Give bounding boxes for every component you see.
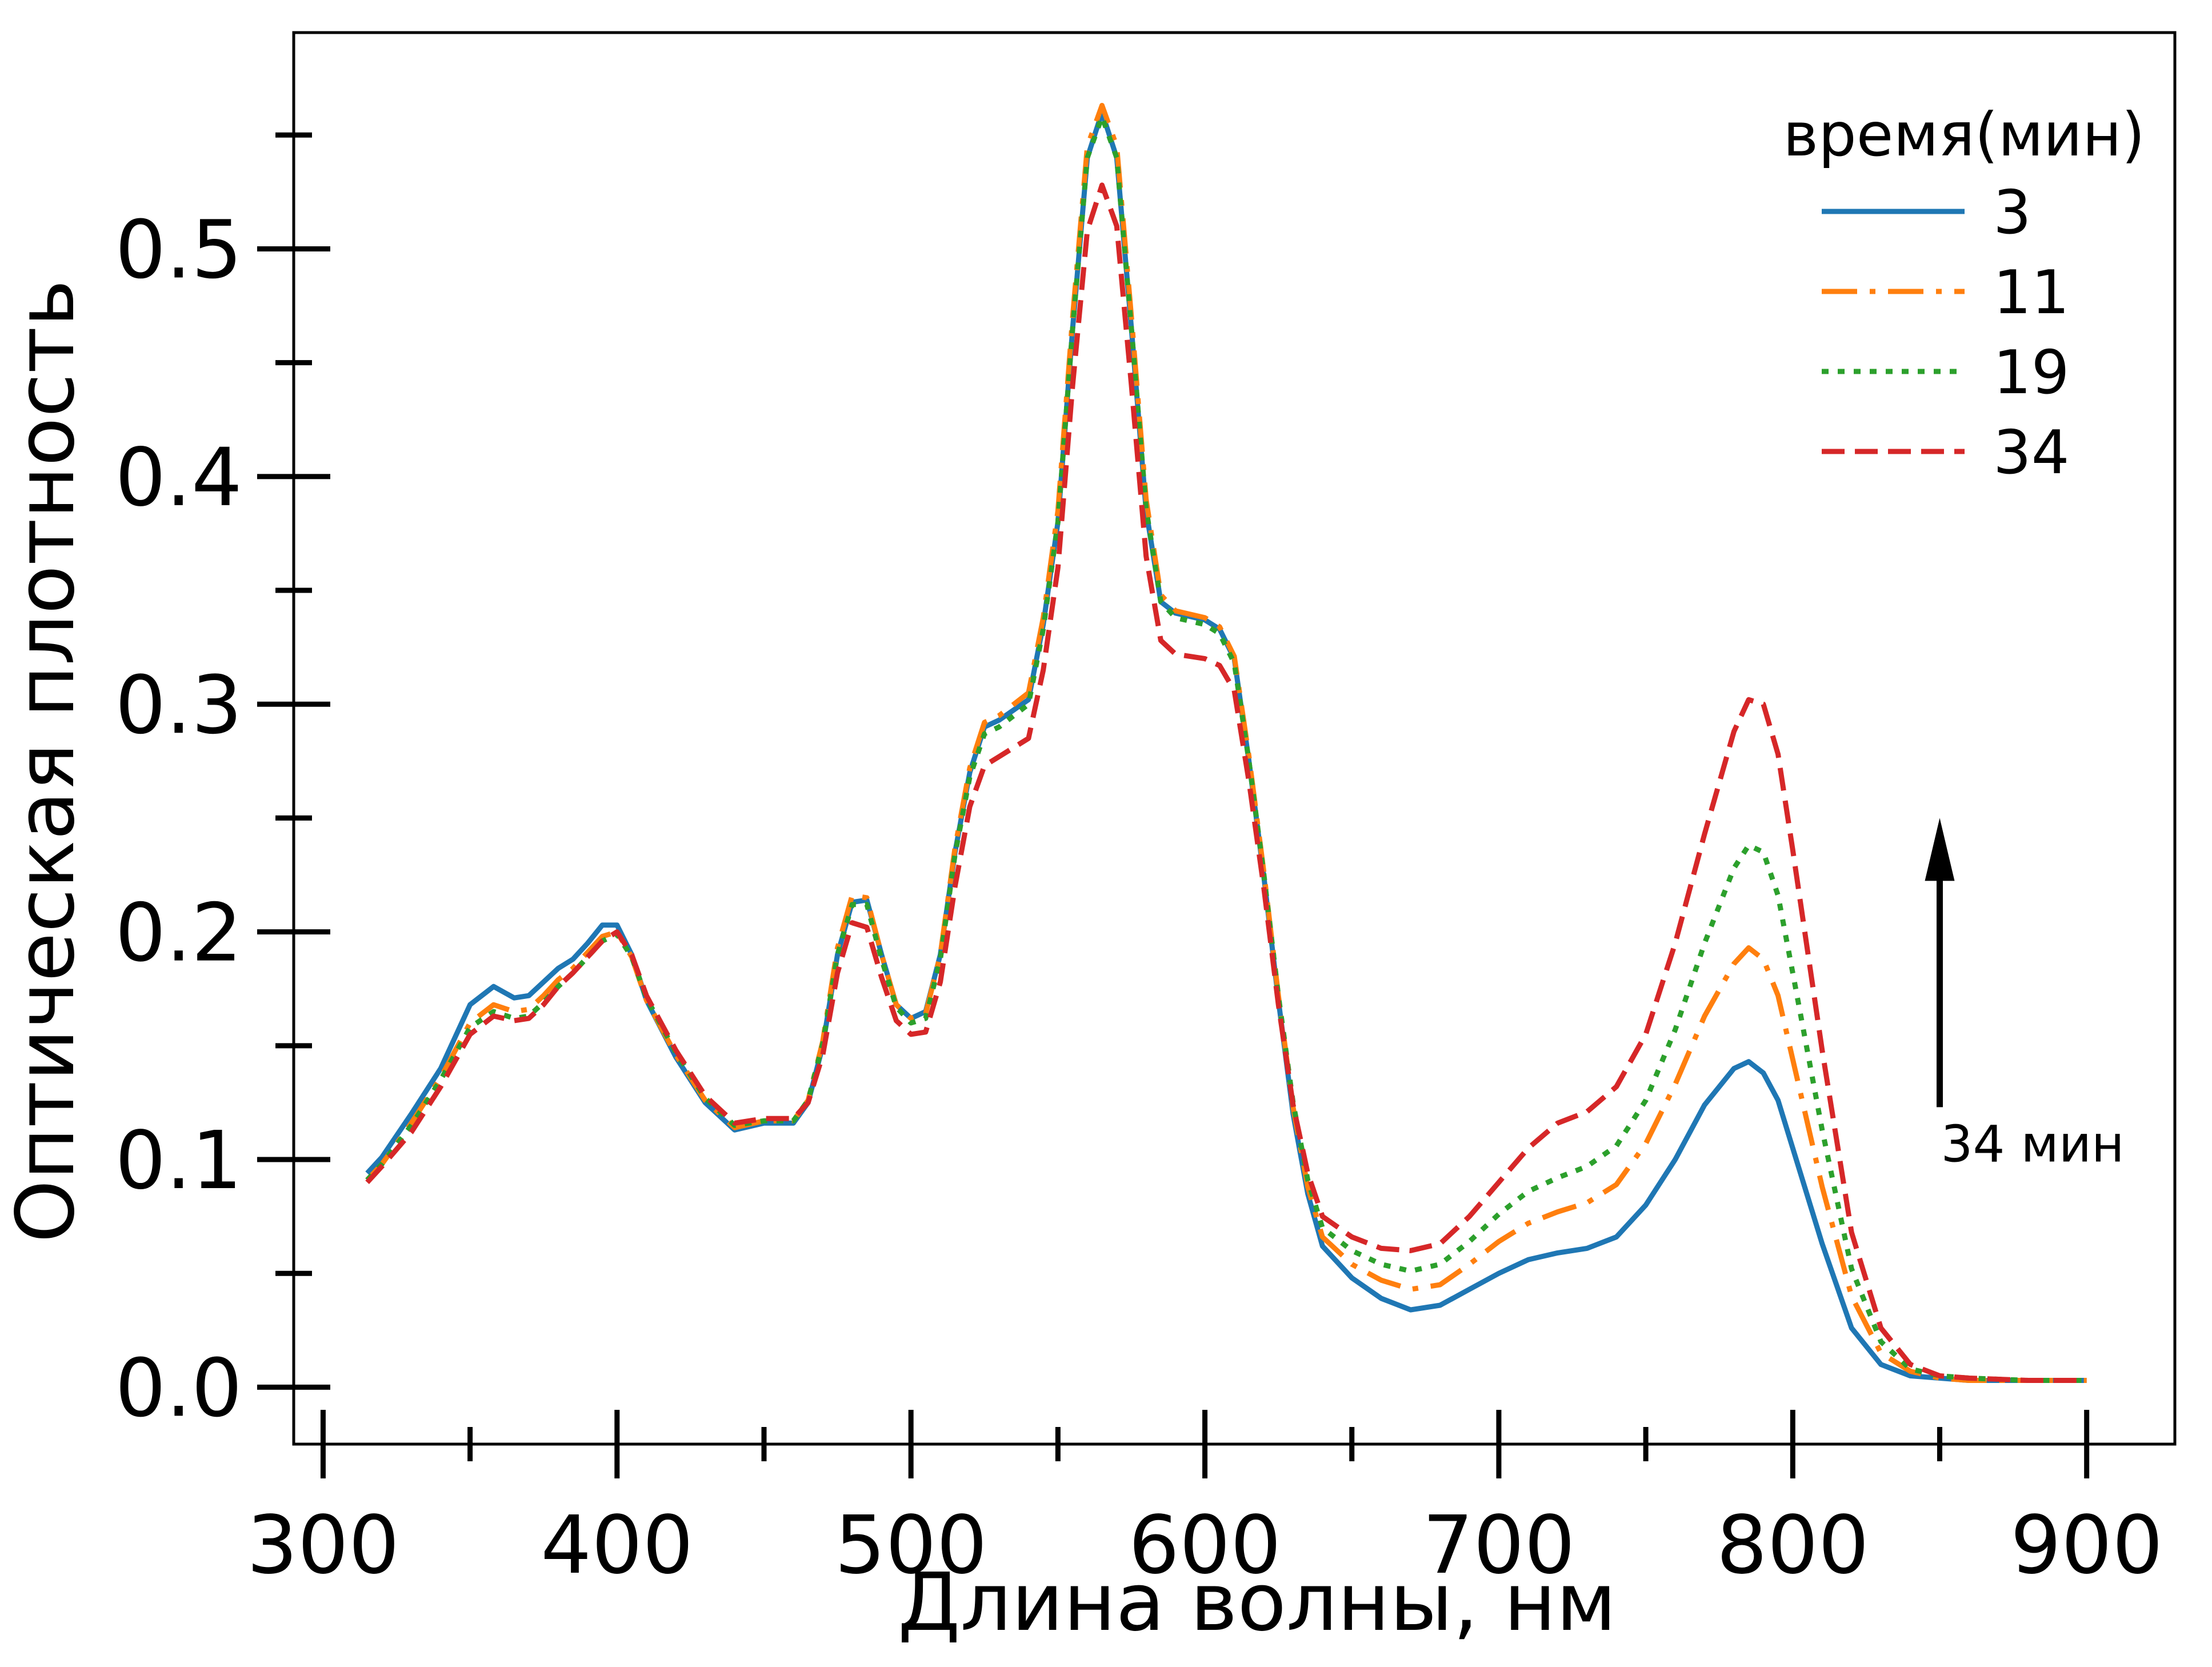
legend-label-3: 3 (1993, 178, 2031, 247)
y-tick-label: 0.3 (115, 659, 242, 752)
annotation-arrow-head (1925, 818, 1955, 881)
x-tick-label: 300 (247, 1499, 399, 1592)
y-tick-label: 0.5 (115, 203, 242, 297)
x-tick-label: 800 (1717, 1499, 1869, 1592)
legend-label-19: 19 (1993, 338, 2070, 407)
time-arrow-annotation: 34 мин (1925, 818, 2125, 1173)
legend-label-11: 11 (1993, 258, 2070, 327)
x-tick-label: 700 (1422, 1499, 1575, 1592)
x-tick-label: 500 (835, 1499, 987, 1592)
legend-label-34: 34 (1993, 418, 2070, 487)
series-layer (365, 103, 2087, 1383)
y-tick-label: 0.0 (115, 1342, 242, 1435)
plot-frame (292, 31, 2177, 1446)
legend: время(мин) 3 11 19 34 (1783, 100, 2145, 487)
x-axis-label: Длина волны, нм (898, 1556, 1617, 1649)
y-tick-label: 0.1 (115, 1114, 242, 1208)
legend-title: время(мин) (1783, 100, 2145, 170)
x-tick-label: 400 (541, 1499, 693, 1592)
x-axis-ticks: 300 400 500 600 700 800 900 (247, 1410, 2163, 1592)
series-line-34 (365, 182, 2087, 1383)
y-axis-ticks: 0.0 0.1 0.2 0.3 0.4 0.5 (115, 132, 330, 1435)
y-tick-label: 0.2 (115, 887, 242, 980)
x-tick-label: 600 (1129, 1499, 1281, 1592)
x-tick-label: 900 (2010, 1499, 2163, 1592)
annotation-label: 34 мин (1941, 1114, 2125, 1173)
y-tick-label: 0.4 (115, 431, 242, 525)
legend-entries: 3 11 19 34 (1822, 178, 2070, 487)
y-axis-label: Оптическая плотность (0, 279, 93, 1243)
